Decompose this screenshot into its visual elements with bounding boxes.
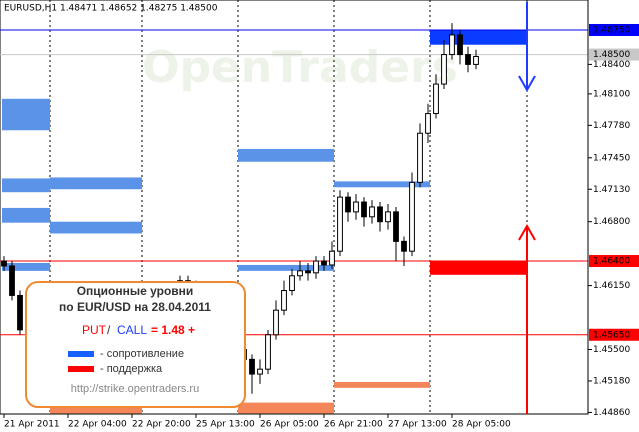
info-subtitle: по EUR/USD на 28.04.2011 [59, 300, 211, 314]
candle-body [401, 240, 407, 252]
x-tick-label: 26 Apr 21:00 [324, 420, 383, 430]
candle-body [273, 309, 279, 336]
level-label: 1.46400 [593, 257, 630, 267]
candle-body [369, 206, 375, 218]
candle-body [345, 196, 351, 213]
level-zone [430, 29, 527, 45]
candle-body [409, 181, 415, 252]
candle-body [337, 196, 343, 252]
level-label: 1.48500 [593, 50, 630, 60]
level-zone [2, 178, 50, 193]
x-tick-label: 25 Apr 13:00 [196, 420, 255, 430]
level-zone [334, 181, 430, 188]
x-tick-label: 28 Apr 05:00 [452, 420, 511, 430]
candle-body [321, 260, 327, 266]
y-tick-label: 1.48100 [593, 89, 630, 99]
candle-body [265, 334, 271, 370]
plot [0, 0, 588, 414]
candle-body [281, 290, 287, 311]
legend-label: - сопротивление [100, 348, 184, 360]
x-tick-label: 26 Apr 05:00 [260, 420, 319, 430]
x-tick-label: 21 Apr 2011 [4, 420, 60, 430]
level-label: 1.45650 [593, 330, 630, 340]
level-label-bg [589, 23, 639, 36]
y-tick-label: 1.45500 [593, 345, 630, 355]
legend-swatch [68, 366, 94, 372]
level-zone [238, 402, 334, 414]
candle-body [465, 54, 471, 65]
watermark: OpenTraders [142, 42, 458, 93]
y-tick-label: 1.47780 [593, 121, 630, 131]
info-title: Опционные уровни [77, 284, 194, 298]
y-tick-label: 1.48400 [593, 60, 630, 70]
y-tick-label: 1.47130 [593, 185, 630, 195]
level-label-bg [589, 48, 639, 61]
candle-body [473, 56, 479, 65]
candle-body [457, 34, 463, 56]
candle-body [417, 132, 423, 183]
candle-body [313, 260, 319, 274]
header: EURUSD,H1 1.48471 1.48652 1.48275 1.4850… [4, 4, 218, 14]
level-zone [334, 381, 430, 388]
candle-body [441, 54, 447, 85]
candle-body [289, 275, 295, 292]
info-box: Опционные уровни по EUR/USD на 28.04.201… [25, 281, 246, 408]
level-label-bg [589, 255, 639, 268]
level-zone [430, 261, 527, 275]
call-label: CALL [117, 323, 147, 337]
slash: / [107, 323, 111, 337]
legend-label: - поддержка [100, 363, 163, 375]
level-zone [50, 221, 142, 234]
candle-body [297, 270, 303, 277]
candle-body [361, 201, 367, 218]
url: http://strike.opentraders.ru [71, 383, 199, 395]
candle-body [353, 201, 359, 213]
candle-body [385, 211, 391, 223]
candle-body [393, 211, 399, 242]
level-zone [2, 207, 50, 223]
x-tick-label: 22 Apr 04:00 [68, 420, 127, 430]
arrow-down-head [518, 75, 536, 93]
candle-body [257, 368, 263, 375]
level-zone [50, 177, 142, 190]
x-tick-label: 27 Apr 13:00 [388, 420, 447, 430]
candle-body [1, 260, 7, 267]
arrow-up-head [518, 223, 536, 241]
put-label: PUT [82, 323, 107, 337]
candle-body [305, 270, 311, 274]
candle-body [449, 34, 455, 56]
y-tick-label: 1.46800 [593, 217, 630, 227]
x-tick-label: 22 Apr 20:00 [132, 420, 191, 430]
candle-body [17, 294, 23, 331]
info-box-frame [25, 281, 246, 408]
candle-body [377, 206, 383, 223]
y-tick-label: 1.45180 [593, 376, 630, 386]
level-zone [2, 98, 50, 131]
candle-body [9, 265, 15, 296]
candle-body [425, 113, 431, 134]
level-label: 1.48750 [593, 25, 630, 35]
candle-body [329, 250, 335, 266]
level-zone [2, 262, 50, 271]
legend-swatch [68, 351, 94, 357]
y-tick-label: 1.46150 [593, 281, 630, 291]
candle-body [249, 358, 255, 375]
level-label-bg [589, 328, 639, 341]
y-tick-label: 1.44860 [593, 408, 630, 418]
level-zone [50, 406, 142, 414]
level-zone [238, 264, 334, 271]
candle-body [433, 83, 439, 115]
level-zone [238, 148, 334, 162]
put-call-value: = 1.48 + [151, 323, 195, 337]
y-tick-label: 1.47450 [593, 153, 630, 163]
